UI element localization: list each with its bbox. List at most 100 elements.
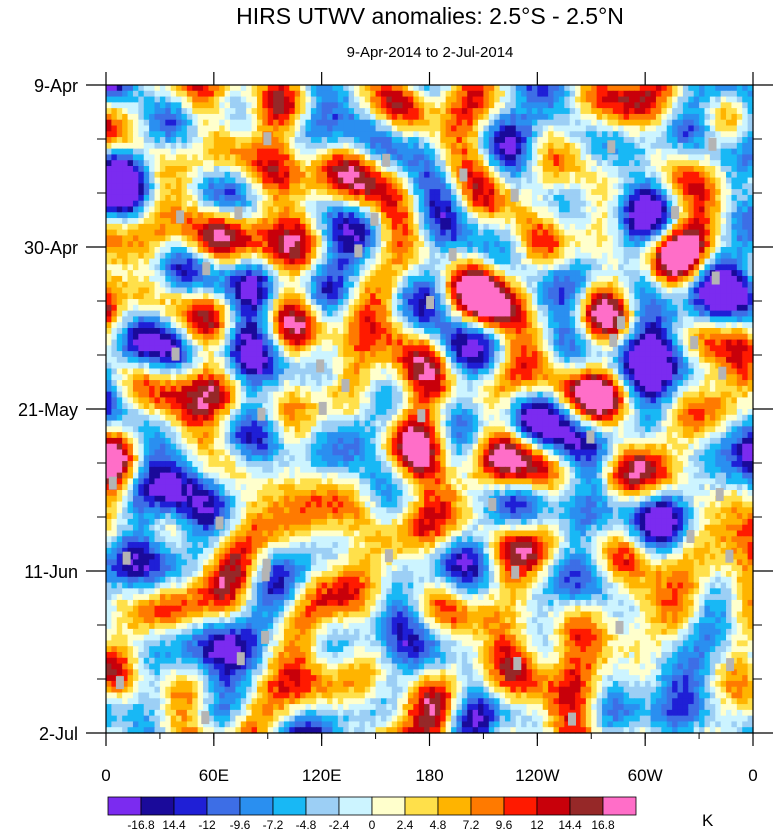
heatmap-cell bbox=[569, 137, 576, 144]
heatmap-cell bbox=[429, 154, 436, 161]
heatmap-cell bbox=[585, 113, 592, 121]
heatmap-cell bbox=[731, 270, 738, 277]
heatmap-cell bbox=[122, 85, 129, 92]
heatmap-cell bbox=[364, 241, 371, 248]
heatmap-cell bbox=[380, 189, 387, 196]
heatmap-cell bbox=[203, 275, 210, 283]
heatmap-cell bbox=[283, 299, 290, 306]
heatmap-cell bbox=[165, 137, 172, 144]
heatmap-cell bbox=[380, 223, 387, 231]
heatmap-cell bbox=[354, 194, 361, 202]
heatmap-cell bbox=[305, 299, 312, 306]
heatmap-cell bbox=[747, 90, 754, 98]
heatmap-cell bbox=[413, 166, 420, 173]
heatmap-cell bbox=[424, 154, 431, 161]
heatmap-cell bbox=[165, 316, 172, 323]
heatmap-cell bbox=[564, 119, 571, 127]
heatmap-cell bbox=[418, 264, 425, 271]
heatmap-cell bbox=[488, 218, 495, 225]
heatmap-cell bbox=[623, 137, 630, 144]
heatmap-cell bbox=[122, 212, 129, 219]
heatmap-cell bbox=[332, 119, 339, 127]
heatmap-cell bbox=[591, 102, 598, 109]
heatmap-cell bbox=[639, 229, 646, 237]
heatmap-cell bbox=[359, 293, 366, 300]
heatmap-cell bbox=[575, 194, 582, 202]
heatmap-cell bbox=[348, 96, 355, 103]
heatmap-cell bbox=[256, 299, 263, 306]
heatmap-cell bbox=[364, 119, 371, 127]
heatmap-cell bbox=[424, 85, 431, 92]
heatmap-cell bbox=[478, 142, 485, 150]
heatmap-cell bbox=[116, 183, 123, 190]
heatmap-cell bbox=[461, 148, 468, 156]
heatmap-cell bbox=[704, 166, 711, 173]
heatmap-cell bbox=[720, 223, 727, 231]
heatmap-cell bbox=[186, 194, 193, 202]
heatmap-cell bbox=[235, 108, 242, 115]
heatmap-cell bbox=[720, 287, 727, 294]
heatmap-cell bbox=[240, 102, 247, 109]
heatmap-cell bbox=[666, 229, 673, 237]
heatmap-cell bbox=[456, 85, 463, 92]
heatmap-cell bbox=[370, 241, 377, 248]
heatmap-cell bbox=[612, 125, 619, 132]
heatmap-cell bbox=[467, 322, 474, 329]
heatmap-cell bbox=[407, 85, 414, 92]
heatmap-cell bbox=[224, 316, 231, 323]
heatmap-cell bbox=[742, 154, 749, 161]
heatmap-cell bbox=[429, 142, 436, 150]
heatmap-cell bbox=[402, 125, 409, 132]
heatmap-cell bbox=[483, 206, 490, 213]
heatmap-cell bbox=[607, 96, 614, 103]
heatmap-cell bbox=[726, 212, 733, 219]
heatmap-cell bbox=[316, 166, 323, 173]
heatmap-cell bbox=[256, 218, 263, 225]
heatmap-cell bbox=[305, 90, 312, 98]
heatmap-cell bbox=[208, 85, 215, 92]
heatmap-cell bbox=[116, 119, 123, 127]
heatmap-cell bbox=[305, 310, 312, 318]
heatmap-cell bbox=[219, 96, 226, 103]
heatmap-cell bbox=[580, 258, 587, 265]
heatmap-cell bbox=[682, 119, 689, 127]
heatmap-cell bbox=[224, 258, 231, 265]
heatmap-cell bbox=[149, 304, 156, 312]
heatmap-cell bbox=[321, 131, 328, 138]
heatmap-cell bbox=[585, 137, 592, 144]
heatmap-cell bbox=[461, 119, 468, 127]
heatmap-cell bbox=[197, 223, 204, 231]
heatmap-cell bbox=[521, 235, 528, 242]
heatmap-cell bbox=[418, 131, 425, 138]
heatmap-cell bbox=[370, 275, 377, 283]
heatmap-cell bbox=[451, 113, 458, 121]
heatmap-cell bbox=[461, 258, 468, 265]
heatmap-cell bbox=[251, 194, 258, 202]
heatmap-cell bbox=[736, 131, 743, 138]
heatmap-cell bbox=[666, 154, 673, 161]
heatmap-cell bbox=[170, 281, 177, 289]
heatmap-cell bbox=[699, 177, 706, 184]
heatmap-cell bbox=[159, 102, 166, 109]
heatmap-cell bbox=[456, 142, 463, 150]
heatmap-cell bbox=[391, 154, 398, 161]
heatmap-cell bbox=[634, 183, 641, 190]
heatmap-cell bbox=[478, 264, 485, 271]
heatmap-cell bbox=[564, 102, 571, 109]
heatmap-cell bbox=[111, 218, 118, 225]
heatmap-cell bbox=[461, 85, 468, 92]
heatmap-cell bbox=[176, 223, 183, 231]
heatmap-cell bbox=[736, 252, 743, 260]
heatmap-cell bbox=[526, 113, 533, 121]
heatmap-cell bbox=[580, 102, 587, 109]
heatmap-cell bbox=[305, 142, 312, 150]
heatmap-cell bbox=[289, 189, 296, 196]
heatmap-cell bbox=[149, 316, 156, 323]
heatmap-cell bbox=[143, 218, 150, 225]
heatmap-cell bbox=[267, 247, 274, 254]
heatmap-cell bbox=[418, 299, 425, 306]
heatmap-cell bbox=[472, 223, 479, 231]
heatmap-cell bbox=[240, 304, 247, 312]
heatmap-cell bbox=[154, 212, 161, 219]
heatmap-cell bbox=[709, 85, 716, 92]
